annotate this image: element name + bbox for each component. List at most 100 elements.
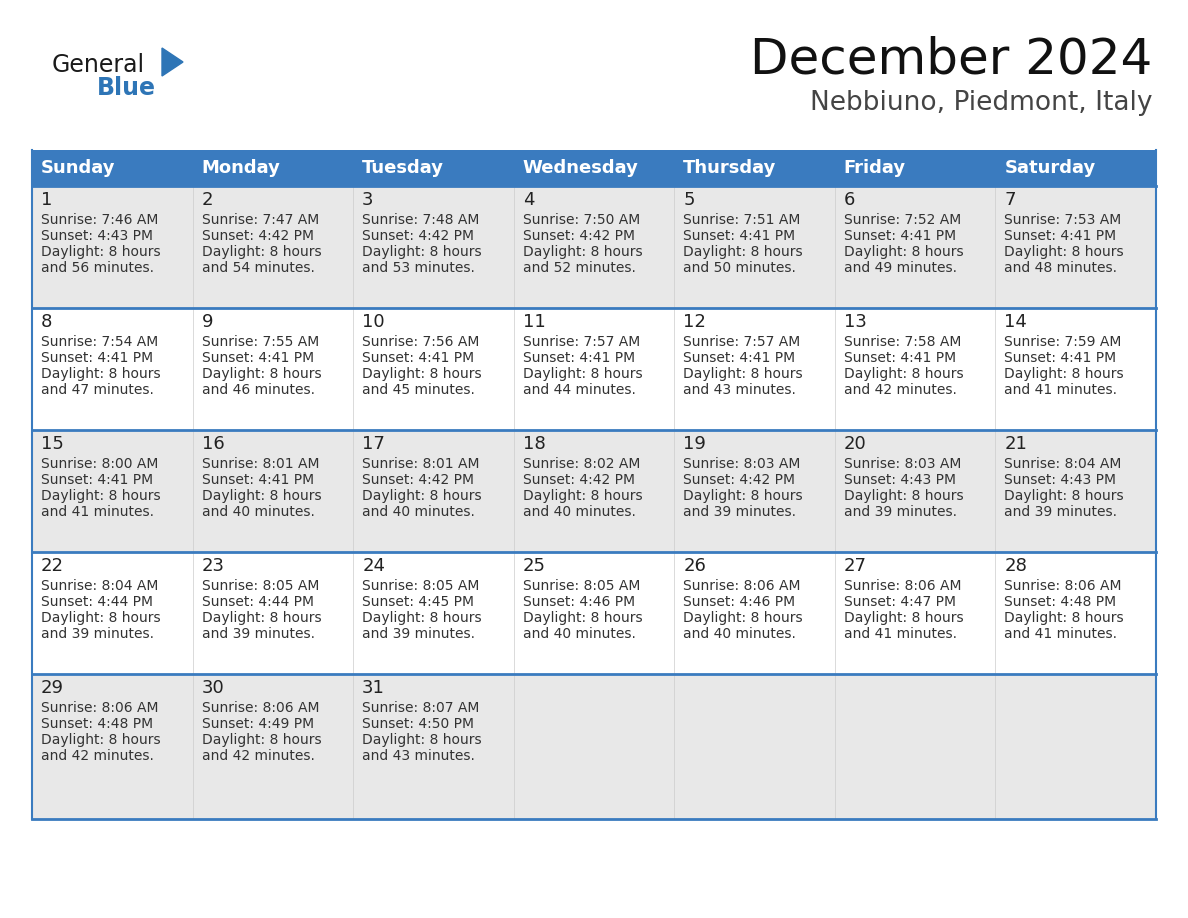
Text: Sunset: 4:41 PM: Sunset: 4:41 PM xyxy=(683,351,796,365)
Text: 21: 21 xyxy=(1004,435,1028,453)
Text: 15: 15 xyxy=(42,435,64,453)
Text: Sunset: 4:42 PM: Sunset: 4:42 PM xyxy=(523,473,634,487)
Text: 30: 30 xyxy=(202,679,225,697)
Text: and 44 minutes.: and 44 minutes. xyxy=(523,383,636,397)
Text: Friday: Friday xyxy=(843,159,906,177)
Text: Sunset: 4:50 PM: Sunset: 4:50 PM xyxy=(362,717,474,731)
Text: Daylight: 8 hours: Daylight: 8 hours xyxy=(362,489,482,503)
Text: and 39 minutes.: and 39 minutes. xyxy=(42,627,154,641)
Text: and 40 minutes.: and 40 minutes. xyxy=(523,627,636,641)
Text: Sunrise: 8:03 AM: Sunrise: 8:03 AM xyxy=(683,457,801,471)
Text: and 41 minutes.: and 41 minutes. xyxy=(1004,627,1118,641)
Text: Daylight: 8 hours: Daylight: 8 hours xyxy=(683,611,803,625)
Bar xyxy=(32,674,1156,819)
Text: Sunset: 4:42 PM: Sunset: 4:42 PM xyxy=(362,473,474,487)
Text: Sunrise: 7:52 AM: Sunrise: 7:52 AM xyxy=(843,213,961,227)
Text: and 48 minutes.: and 48 minutes. xyxy=(1004,261,1118,275)
Text: 29: 29 xyxy=(42,679,64,697)
Text: Sunset: 4:44 PM: Sunset: 4:44 PM xyxy=(202,595,314,609)
Text: General: General xyxy=(52,53,145,77)
Text: Saturday: Saturday xyxy=(1004,159,1095,177)
Text: Thursday: Thursday xyxy=(683,159,777,177)
Text: Sunrise: 8:06 AM: Sunrise: 8:06 AM xyxy=(1004,579,1121,593)
Text: and 39 minutes.: and 39 minutes. xyxy=(1004,505,1118,519)
Text: Daylight: 8 hours: Daylight: 8 hours xyxy=(683,245,803,259)
Text: Sunset: 4:41 PM: Sunset: 4:41 PM xyxy=(843,351,956,365)
Text: Daylight: 8 hours: Daylight: 8 hours xyxy=(843,489,963,503)
Bar xyxy=(32,308,1156,430)
Text: 2: 2 xyxy=(202,191,213,209)
Text: 12: 12 xyxy=(683,313,706,331)
Text: 6: 6 xyxy=(843,191,855,209)
Text: Daylight: 8 hours: Daylight: 8 hours xyxy=(202,489,321,503)
Text: Sunset: 4:48 PM: Sunset: 4:48 PM xyxy=(1004,595,1117,609)
Text: Sunrise: 8:05 AM: Sunrise: 8:05 AM xyxy=(362,579,480,593)
Text: Daylight: 8 hours: Daylight: 8 hours xyxy=(1004,245,1124,259)
Text: 7: 7 xyxy=(1004,191,1016,209)
Text: and 52 minutes.: and 52 minutes. xyxy=(523,261,636,275)
Text: and 40 minutes.: and 40 minutes. xyxy=(202,505,315,519)
Text: Daylight: 8 hours: Daylight: 8 hours xyxy=(362,733,482,747)
Text: Sunrise: 7:46 AM: Sunrise: 7:46 AM xyxy=(42,213,158,227)
Bar xyxy=(32,150,1156,186)
Text: Sunset: 4:42 PM: Sunset: 4:42 PM xyxy=(523,229,634,243)
Text: Sunset: 4:41 PM: Sunset: 4:41 PM xyxy=(362,351,474,365)
Text: and 56 minutes.: and 56 minutes. xyxy=(42,261,154,275)
Text: Sunrise: 8:04 AM: Sunrise: 8:04 AM xyxy=(42,579,158,593)
Text: and 41 minutes.: and 41 minutes. xyxy=(1004,383,1118,397)
Text: Daylight: 8 hours: Daylight: 8 hours xyxy=(523,611,643,625)
Text: Sunrise: 7:53 AM: Sunrise: 7:53 AM xyxy=(1004,213,1121,227)
Text: Sunset: 4:41 PM: Sunset: 4:41 PM xyxy=(683,229,796,243)
Text: Sunset: 4:46 PM: Sunset: 4:46 PM xyxy=(683,595,796,609)
Text: Sunset: 4:41 PM: Sunset: 4:41 PM xyxy=(42,351,153,365)
Text: Sunset: 4:47 PM: Sunset: 4:47 PM xyxy=(843,595,956,609)
Text: Sunrise: 8:06 AM: Sunrise: 8:06 AM xyxy=(683,579,801,593)
Text: Sunset: 4:41 PM: Sunset: 4:41 PM xyxy=(202,473,314,487)
Text: Sunrise: 7:50 AM: Sunrise: 7:50 AM xyxy=(523,213,640,227)
Text: 20: 20 xyxy=(843,435,866,453)
Text: and 39 minutes.: and 39 minutes. xyxy=(202,627,315,641)
Text: Sunset: 4:45 PM: Sunset: 4:45 PM xyxy=(362,595,474,609)
Text: and 42 minutes.: and 42 minutes. xyxy=(202,749,315,763)
Text: Daylight: 8 hours: Daylight: 8 hours xyxy=(362,611,482,625)
Text: 18: 18 xyxy=(523,435,545,453)
Text: and 39 minutes.: and 39 minutes. xyxy=(843,505,956,519)
Text: Sunset: 4:41 PM: Sunset: 4:41 PM xyxy=(1004,351,1117,365)
Text: 14: 14 xyxy=(1004,313,1028,331)
Text: and 42 minutes.: and 42 minutes. xyxy=(843,383,956,397)
Text: 22: 22 xyxy=(42,557,64,575)
Text: and 40 minutes.: and 40 minutes. xyxy=(362,505,475,519)
Text: 10: 10 xyxy=(362,313,385,331)
Text: Sunrise: 8:06 AM: Sunrise: 8:06 AM xyxy=(42,701,158,715)
Text: and 45 minutes.: and 45 minutes. xyxy=(362,383,475,397)
Text: Sunrise: 8:05 AM: Sunrise: 8:05 AM xyxy=(523,579,640,593)
Text: Sunrise: 8:06 AM: Sunrise: 8:06 AM xyxy=(843,579,961,593)
Text: Daylight: 8 hours: Daylight: 8 hours xyxy=(843,611,963,625)
Text: 11: 11 xyxy=(523,313,545,331)
Text: Daylight: 8 hours: Daylight: 8 hours xyxy=(1004,489,1124,503)
Text: and 53 minutes.: and 53 minutes. xyxy=(362,261,475,275)
Text: and 42 minutes.: and 42 minutes. xyxy=(42,749,154,763)
Text: 5: 5 xyxy=(683,191,695,209)
Text: Sunset: 4:46 PM: Sunset: 4:46 PM xyxy=(523,595,634,609)
Text: 1: 1 xyxy=(42,191,52,209)
Text: and 39 minutes.: and 39 minutes. xyxy=(362,627,475,641)
Text: 25: 25 xyxy=(523,557,545,575)
Text: Sunset: 4:48 PM: Sunset: 4:48 PM xyxy=(42,717,153,731)
Text: 13: 13 xyxy=(843,313,867,331)
Text: Sunset: 4:41 PM: Sunset: 4:41 PM xyxy=(523,351,634,365)
Text: 3: 3 xyxy=(362,191,374,209)
Text: Daylight: 8 hours: Daylight: 8 hours xyxy=(42,611,160,625)
Text: Tuesday: Tuesday xyxy=(362,159,444,177)
Text: 28: 28 xyxy=(1004,557,1028,575)
Text: Sunrise: 7:58 AM: Sunrise: 7:58 AM xyxy=(843,335,961,349)
Text: and 46 minutes.: and 46 minutes. xyxy=(202,383,315,397)
Text: Sunset: 4:41 PM: Sunset: 4:41 PM xyxy=(42,473,153,487)
Text: Sunrise: 8:04 AM: Sunrise: 8:04 AM xyxy=(1004,457,1121,471)
Text: 16: 16 xyxy=(202,435,225,453)
Text: 4: 4 xyxy=(523,191,535,209)
Bar xyxy=(32,552,1156,674)
Text: Daylight: 8 hours: Daylight: 8 hours xyxy=(202,245,321,259)
Text: Sunset: 4:43 PM: Sunset: 4:43 PM xyxy=(1004,473,1117,487)
Text: Sunrise: 8:03 AM: Sunrise: 8:03 AM xyxy=(843,457,961,471)
